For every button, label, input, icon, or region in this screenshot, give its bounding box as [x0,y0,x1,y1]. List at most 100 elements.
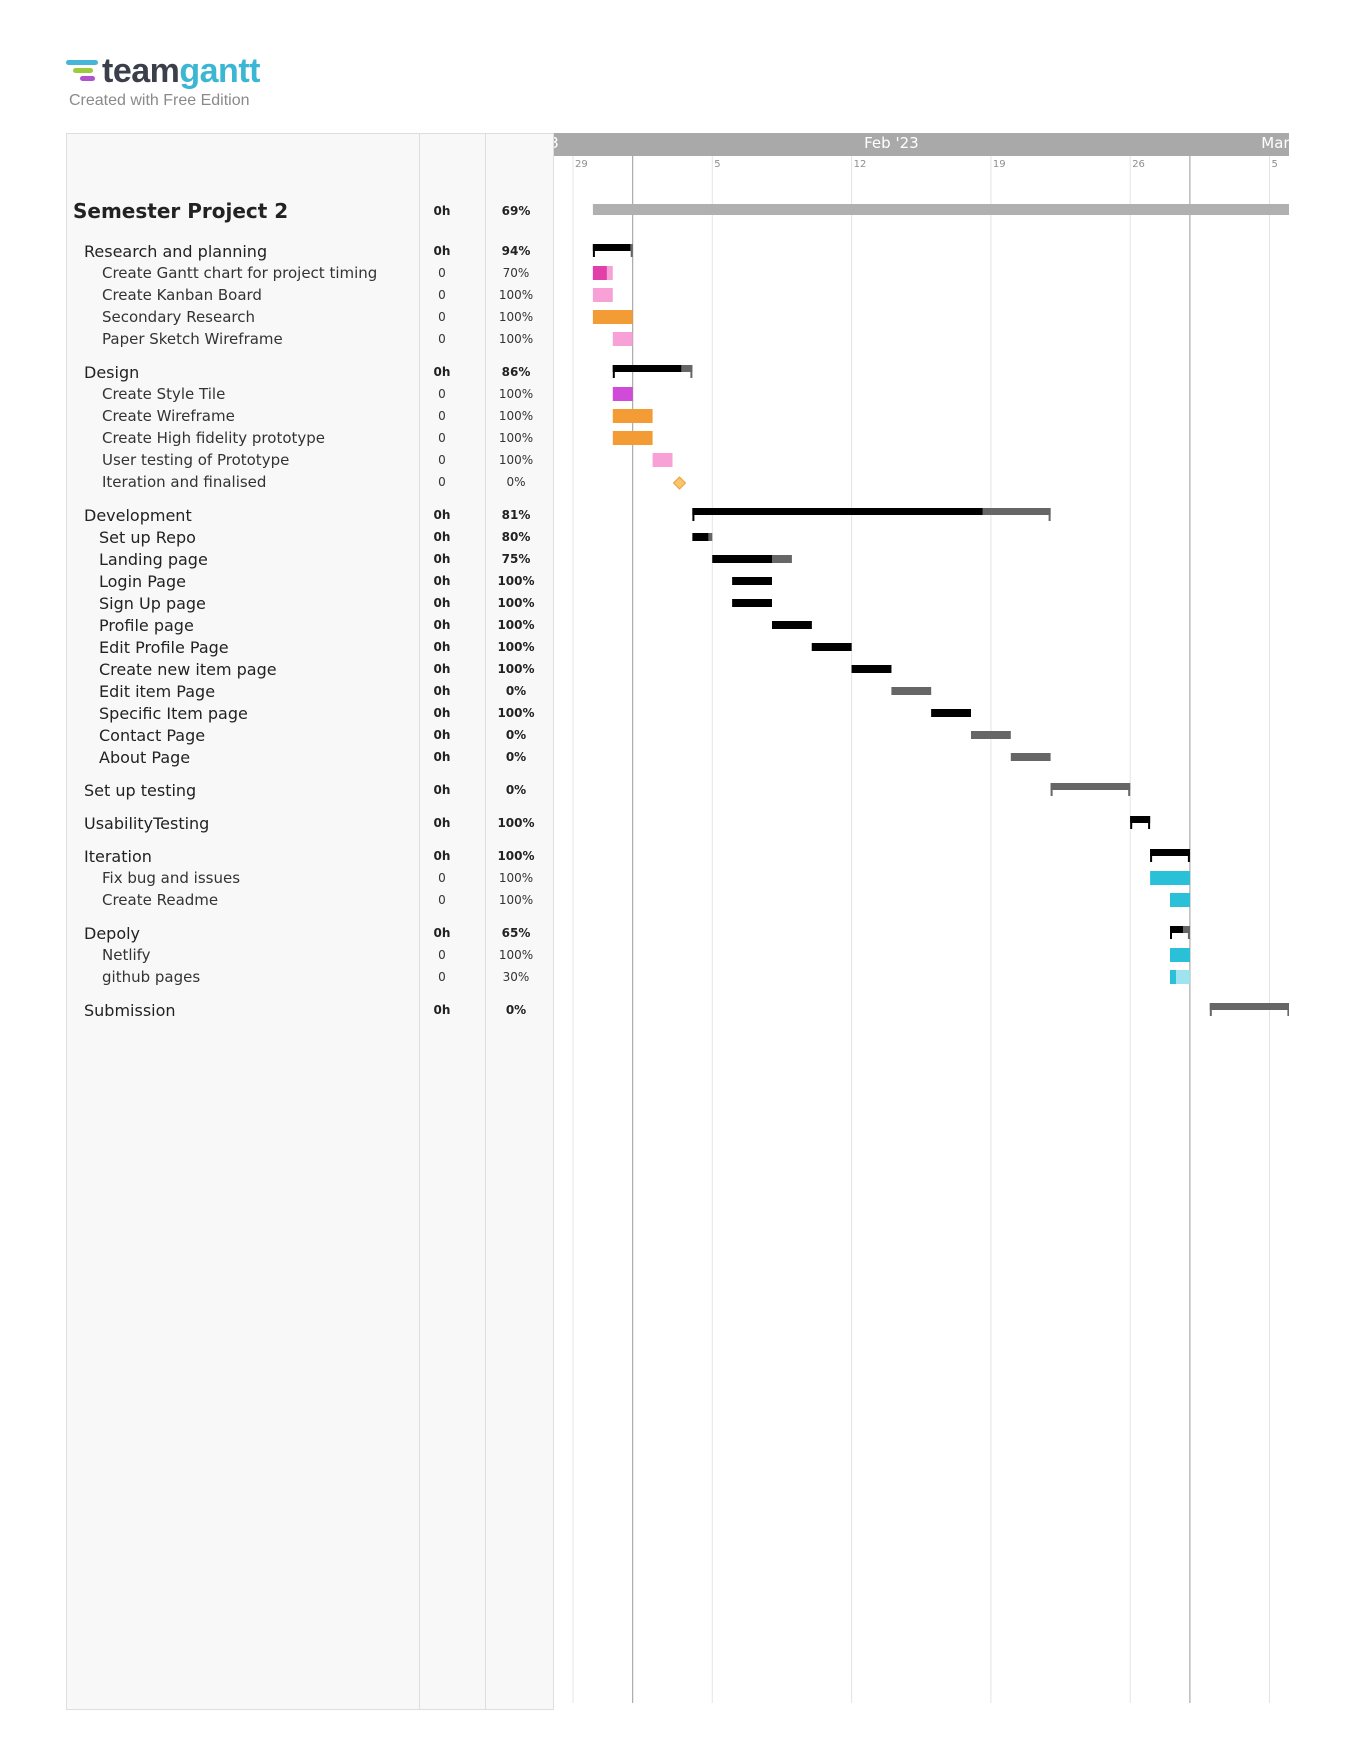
dev-bar-progress [712,555,772,563]
dev-bar-progress [851,665,892,673]
task-percent: 100% [497,574,535,588]
task-hours: 0 [438,409,446,423]
task-name: Set up testing [84,781,197,800]
group-row[interactable]: Depoly 0h 65% [66,924,554,944]
subgroup-row[interactable]: Create new item page 0h 100% [66,660,554,680]
group-bar-right-cap [630,244,633,257]
task-name: Design [84,363,140,382]
subgroup-row[interactable]: Sign Up page 0h 100% [66,594,554,614]
task-percent: 100% [497,706,535,720]
task-list-panel [66,133,554,1710]
dev-bar-progress [811,643,852,651]
task-name: Create High fidelity prototype [102,429,326,447]
subgroup-row[interactable]: Login Page 0h 100% [66,572,554,592]
task-percent: 86% [501,365,531,379]
group-bar-right-cap [1128,783,1131,796]
day-tick-label: 5 [714,159,721,170]
task-percent: 30% [502,970,530,984]
subgroup-row[interactable]: About Page 0h 0% [66,748,554,768]
task-name: Fix bug and issues [102,869,241,887]
dev-bar-progress [732,599,772,607]
group-bar-track [1209,1003,1289,1010]
task-hours: 0 [438,475,446,489]
task-name: Iteration [84,847,152,866]
group-bar-left-cap [1209,1003,1212,1016]
day-tick-label: 12 [853,159,867,170]
group-row[interactable]: Research and planning 0h 94% [66,242,554,262]
task-percent: 80% [501,530,531,544]
subgroup-row[interactable]: Landing page 0h 75% [66,550,554,570]
project-row[interactable]: Semester Project 2 0h 69% [66,199,554,223]
group-row[interactable]: Development 0h 81% [66,506,554,526]
group-row[interactable]: Design 0h 86% [66,363,554,383]
task-hours: 0h [433,530,451,544]
month-header [554,133,1289,156]
group-row[interactable]: Set up testing 0h 0% [66,781,554,801]
group-bar-right-cap [1187,849,1190,862]
task-percent: 65% [501,926,531,940]
task-row[interactable]: Create Wireframe 0 100% [66,407,554,427]
group-bar-left-cap [1150,849,1153,862]
group-row[interactable]: Iteration 0h 100% [66,847,554,867]
task-bar [612,332,633,346]
task-row[interactable]: Netlify 0 100% [66,946,554,966]
task-row[interactable]: github pages 0 30% [66,968,554,988]
task-percent: 100% [498,893,534,907]
task-percent: 0% [505,684,527,698]
task-percent: 100% [498,948,534,962]
task-row[interactable]: Create Readme 0 100% [66,891,554,911]
dev-bar-track [1010,753,1051,761]
task-row[interactable]: Create Gantt chart for project timing 0 70… [66,264,554,284]
group-row[interactable]: UsabilityTesting 0h 100% [66,814,554,834]
subgroup-row[interactable]: Specific Item page 0h 100% [66,704,554,724]
task-hours: 0 [438,387,446,401]
task-name: Create Gantt chart for project timing [102,264,378,282]
group-row[interactable]: Submission 0h 0% [66,1001,554,1021]
task-row[interactable]: Create Style Tile 0 100% [66,385,554,405]
task-percent: 81% [501,508,531,522]
task-hours: 0h [433,508,451,522]
task-row[interactable]: Paper Sketch Wireframe 0 100% [66,330,554,350]
project-bar [592,204,1289,215]
day-tick-label: 29 [575,159,588,170]
task-row[interactable]: Create High fidelity prototype 0 100% [66,429,554,449]
task-hours: 0h [433,816,451,830]
task-hours: 0h [433,926,451,940]
task-percent: 0% [505,783,527,797]
task-hours: 0h [433,640,451,654]
group-bar-progress [1150,849,1190,856]
subgroup-row[interactable]: Set up Repo 0h 80% [66,528,554,548]
dev-bar-progress [772,621,812,629]
group-bar-progress [592,244,631,251]
subgroup-row[interactable]: Profile page 0h 100% [66,616,554,636]
task-name: Sign Up page [99,594,206,613]
subgroup-row[interactable]: Edit Profile Page 0h 100% [66,638,554,658]
task-name: User testing of Prototype [102,451,290,469]
task-name: Submission [84,1001,176,1020]
task-hours: 0 [438,332,446,346]
task-hours: 0h [433,728,451,742]
task-name: Login Page [99,572,186,591]
percent-column-divider [485,133,486,1710]
task-hours: 0h [433,365,451,379]
task-row[interactable]: Secondary Research 0 100% [66,308,554,328]
day-tick-label: 5 [1271,159,1278,170]
task-name: Research and planning [84,242,268,261]
task-hours: 0h [433,574,451,588]
task-row[interactable]: Create Kanban Board 0 100% [66,286,554,306]
dev-bar-track [891,687,932,695]
task-hours: 0h [433,552,451,566]
subgroup-row[interactable]: Contact Page 0h 0% [66,726,554,746]
day-tick-label: 26 [1132,159,1145,170]
subgroup-row[interactable]: Edit item Page 0h 0% [66,682,554,702]
task-row[interactable]: User testing of Prototype 0 100% [66,451,554,471]
task-percent: 75% [501,552,531,566]
task-row[interactable]: Iteration and finalised 0 0% [66,473,554,493]
task-row[interactable]: Fix bug and issues 0 100% [66,869,554,889]
task-percent: 0% [505,728,527,742]
task-name: Edit Profile Page [99,638,229,657]
task-percent: 100% [498,871,534,885]
group-bar-left-cap [1050,783,1053,796]
group-bar-left-cap [612,365,615,378]
task-name: Set up Repo [99,528,196,547]
